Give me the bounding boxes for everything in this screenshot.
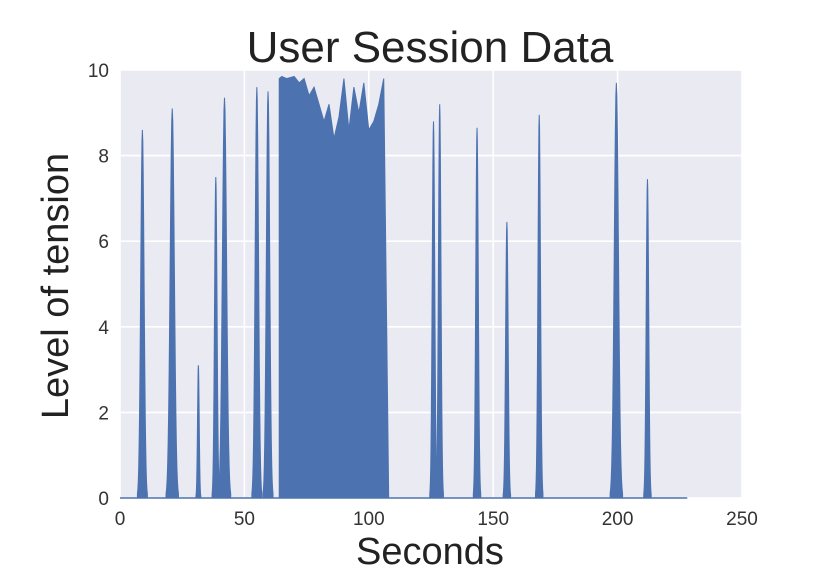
y-tick-label: 8 — [98, 147, 109, 168]
y-tick-label: 10 — [88, 61, 109, 82]
area-peak — [165, 108, 179, 499]
area-peak — [435, 104, 444, 499]
area-peak — [251, 87, 263, 499]
chart-title: User Session Data — [247, 23, 614, 72]
x-tick-label: 0 — [115, 509, 126, 530]
x-tick-label: 50 — [234, 509, 255, 530]
area-peak — [472, 127, 482, 499]
area-peak — [643, 179, 652, 499]
area-block — [278, 75, 390, 499]
y-axis-label: Level of tension — [35, 153, 77, 419]
y-tick-label: 4 — [98, 318, 109, 339]
area-peak — [534, 114, 544, 499]
area-peak — [262, 91, 274, 499]
x-tick-label: 100 — [353, 509, 385, 530]
x-tick-label: 150 — [477, 509, 509, 530]
area-peak — [502, 221, 512, 499]
area-peak — [217, 97, 232, 499]
x-tick-label: 200 — [602, 509, 634, 530]
x-tick-label: 250 — [726, 509, 758, 530]
y-tick-label: 6 — [98, 232, 109, 253]
area-peak — [609, 82, 624, 499]
y-tick-label: 0 — [98, 489, 109, 510]
y-tick-label: 2 — [98, 403, 109, 424]
area-peak — [195, 365, 202, 499]
x-axis-label: Seconds — [356, 531, 504, 573]
area-peak — [136, 129, 148, 499]
area-peak — [211, 176, 221, 499]
data-layer — [120, 75, 688, 499]
